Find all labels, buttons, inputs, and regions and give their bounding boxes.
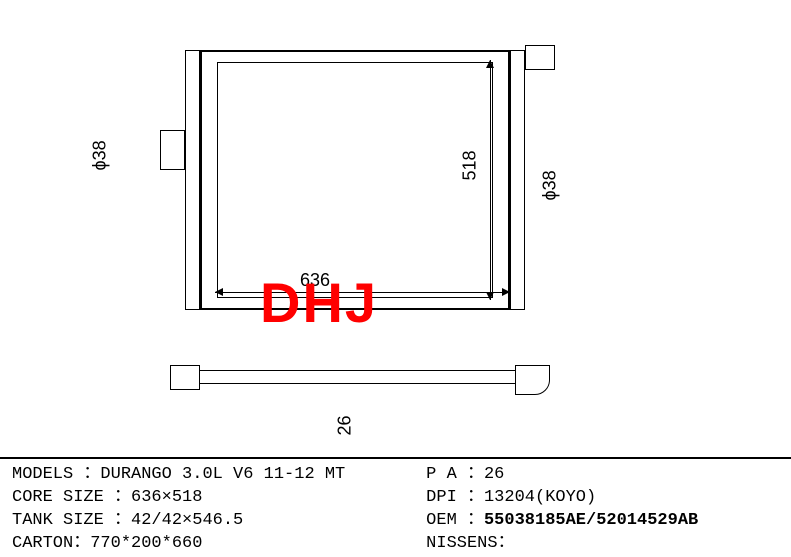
radiator-port-top-right [525, 45, 555, 70]
spec-value: 55038185AE/52014529AB [484, 511, 698, 530]
spec-value: 13204(KOYO) [484, 488, 596, 507]
spec-row-nissens: NISSENS： [426, 533, 779, 556]
arrow-icon [502, 288, 510, 296]
radiator-technical-drawing: 636 518 ϕ38 ϕ38 26 [120, 30, 600, 450]
radiator-port-left [160, 130, 185, 170]
spec-row-oem: OEM ：55038185AE/52014529AB [426, 510, 779, 533]
spec-column-right: P A ：26 DPI ：13204(KOYO) OEM ：55038185AE… [426, 464, 779, 556]
specifications-table: MODELS ：DURANGO 3.0L V6 11-12 MT CORE SI… [12, 464, 779, 556]
radiator-bottom-bar [190, 370, 530, 384]
spec-label: OEM ： [426, 511, 484, 530]
watermark-text: DHJ [260, 270, 378, 335]
spec-label: NISSENS： [426, 534, 514, 553]
radiator-right-tank [510, 50, 525, 310]
dimension-port-left-label: ϕ38 [90, 140, 111, 170]
spec-label: P A ： [426, 465, 484, 484]
radiator-left-tank [185, 50, 200, 310]
spec-row-core-size: CORE SIZE ：636×518 [12, 487, 426, 510]
section-divider [0, 457, 791, 459]
spec-column-left: MODELS ：DURANGO 3.0L V6 11-12 MT CORE SI… [12, 464, 426, 556]
arrow-icon [486, 292, 494, 300]
spec-label: CORE SIZE ： [12, 488, 131, 507]
arrow-icon [486, 60, 494, 68]
spec-value: 636×518 [131, 488, 202, 507]
spec-value: 42/42×546.5 [131, 511, 243, 530]
spec-value: 770*200*660 [90, 534, 202, 553]
spec-label: TANK SIZE ： [12, 511, 131, 530]
spec-row-carton: CARTON：770*200*660 [12, 533, 426, 556]
spec-value: 26 [484, 465, 504, 484]
radiator-core-inner [217, 62, 493, 298]
dimension-height-label: 518 [460, 150, 481, 180]
dimension-thickness-label: 26 [335, 415, 356, 435]
spec-row-pa: P A ：26 [426, 464, 779, 487]
spec-label: MODELS ： [12, 465, 100, 484]
dimension-line-height [490, 60, 491, 300]
spec-row-tank-size: TANK SIZE ：42/42×546.5 [12, 510, 426, 533]
radiator-bottom-assembly [170, 360, 550, 410]
spec-label: DPI ： [426, 488, 484, 507]
arrow-icon [215, 288, 223, 296]
radiator-bottom-fitting-right [515, 365, 550, 395]
dimension-port-right-label: ϕ38 [540, 170, 561, 200]
spec-label: CARTON： [12, 534, 90, 553]
spec-value: DURANGO 3.0L V6 11-12 MT [100, 465, 345, 484]
radiator-bottom-fitting-left [170, 365, 200, 390]
spec-row-dpi: DPI ：13204(KOYO) [426, 487, 779, 510]
spec-row-models: MODELS ：DURANGO 3.0L V6 11-12 MT [12, 464, 426, 487]
